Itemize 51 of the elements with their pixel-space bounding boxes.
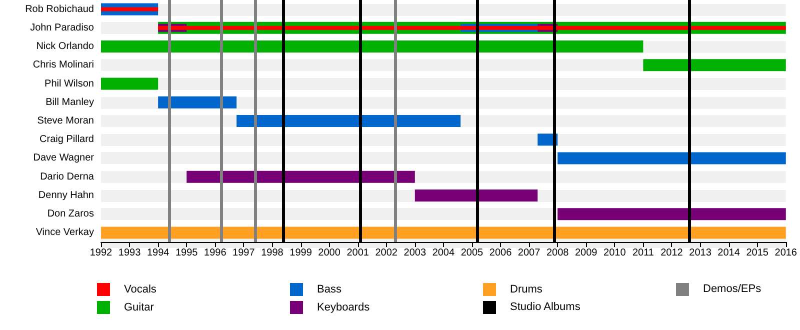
legend-label: Guitar	[124, 302, 154, 314]
bar	[643, 59, 786, 72]
x-tick-label: 1996	[204, 248, 227, 258]
legend-label: Demos/EPs	[703, 283, 762, 296]
bar	[101, 7, 158, 12]
x-tick-label: 2003	[404, 248, 426, 258]
x-tick-label: 2014	[718, 248, 740, 258]
y-tick-label: Bill Manley	[46, 96, 94, 108]
y-tick-label: Don Zaros	[47, 208, 94, 220]
bar	[158, 96, 237, 108]
bar	[101, 78, 158, 90]
x-tick-label: 2004	[432, 248, 455, 258]
x-tick-label: 2000	[318, 248, 341, 258]
y-tick-label: Steve Moran	[37, 116, 94, 126]
legend-label: Studio Albums	[510, 301, 580, 314]
x-tick-label: 1994	[146, 248, 170, 258]
x-tick-label: 1993	[118, 248, 142, 258]
legend-label: Vocals	[124, 284, 157, 296]
x-tick-label: 2002	[375, 248, 398, 258]
bar	[414, 189, 538, 202]
x-tick-label: 1992	[90, 248, 113, 258]
legend-label: Keyboards	[317, 302, 370, 314]
y-tick-label: Chris Molinari	[32, 60, 94, 71]
x-tick-label: 2010	[604, 248, 626, 258]
y-tick-label: Phil Wilson	[44, 78, 94, 90]
bar	[236, 115, 461, 127]
x-tick-label: 2006	[489, 248, 512, 258]
x-tick-label: 1999	[290, 248, 312, 258]
x-tick-label: 2001	[346, 248, 370, 258]
y-tick-label: Dario Derna	[40, 171, 94, 182]
y-tick-label: Nick Orlando	[36, 41, 94, 52]
x-tick-label: 2013	[689, 248, 712, 258]
x-tick-label: 1998	[261, 248, 284, 258]
x-tick-label: 2009	[574, 248, 598, 258]
x-tick-label: 2012	[660, 248, 684, 258]
x-tick-label: 2011	[632, 248, 654, 258]
x-tick-label: 1997	[232, 248, 256, 258]
x-tick-label: 2005	[460, 248, 484, 258]
y-tick-label: Rob Robichaud	[25, 4, 94, 15]
y-tick-label: John Paradiso	[30, 22, 94, 34]
legend-label: Drums	[510, 284, 543, 296]
x-tick-label: 1995	[175, 248, 198, 258]
x-tick-label: 2007	[518, 248, 541, 258]
legend-label: Bass	[317, 284, 342, 296]
y-tick-label: Vince Verkay	[36, 227, 94, 238]
y-tick-label: Denny Hahn	[38, 190, 94, 201]
x-tick-label: 2016	[774, 248, 798, 258]
x-tick-label: 2015	[746, 248, 769, 258]
y-tick-label: Dave Wagner	[33, 152, 95, 164]
x-tick-label: 2008	[546, 248, 570, 258]
y-tick-label: Craig Pillard	[40, 134, 94, 146]
